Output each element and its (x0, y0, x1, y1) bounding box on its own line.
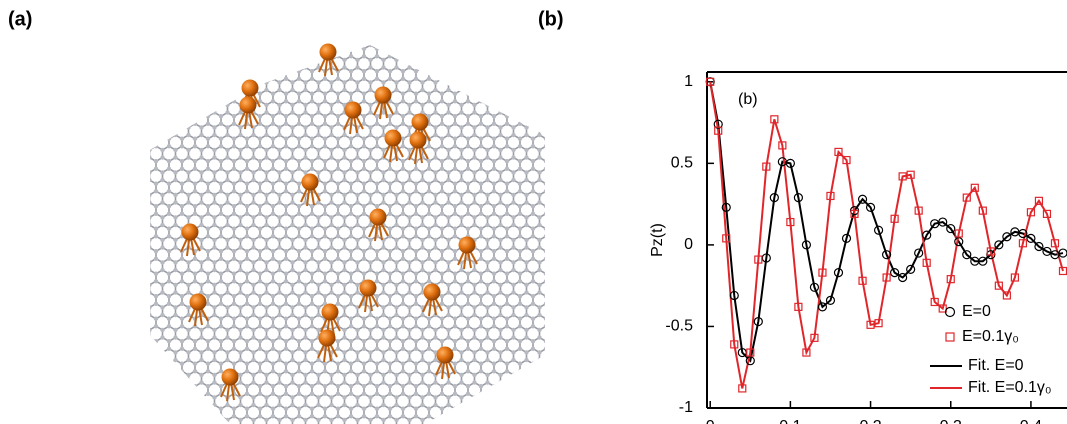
adatom (319, 330, 336, 347)
adatom (242, 80, 259, 97)
graphene-sheet (150, 45, 545, 424)
adatom (240, 97, 257, 114)
x-tick-label: 0.1 (779, 418, 801, 424)
adatom (302, 174, 319, 191)
x-tick-label: 0.4 (1020, 418, 1042, 424)
y-tick-label: 1 (684, 73, 693, 90)
adatom (182, 224, 199, 241)
legend-label: E=0 (962, 303, 991, 320)
y-tick-label: -0.5 (665, 318, 693, 335)
x-tick-label: 0 (706, 418, 715, 424)
legend-marker (946, 308, 955, 317)
adatom (459, 237, 476, 254)
fit-line (710, 82, 1063, 361)
legend-label: E=0.1γ₀ (962, 328, 1019, 345)
adatom (320, 44, 337, 61)
adatom (375, 87, 392, 104)
adatom (424, 284, 441, 301)
panel-label: (b) (538, 8, 564, 30)
adatom (190, 294, 207, 311)
adatom (385, 130, 402, 147)
y-axis-label: Pz(t) (649, 223, 666, 257)
x-tick-label: 0.2 (859, 418, 881, 424)
legend-label: Fit. E=0 (968, 357, 1024, 374)
adatom (360, 280, 377, 297)
figure: (a) (b) 1 0.5 0 -0.5 -1 0 0.1 0.2 0.3 0.4 Pz(t) (b)… (0, 0, 1067, 424)
y-tick-label: 0 (684, 236, 693, 253)
adatom (222, 369, 239, 386)
adatom (437, 347, 454, 364)
x-tick-label: 0.3 (940, 418, 962, 424)
adatom (370, 209, 387, 226)
adatom (412, 114, 429, 131)
legend-label: Fit. E=0.1γ₀ (968, 379, 1052, 396)
annotation: (b) (738, 91, 758, 108)
panel-label: (a) (8, 8, 32, 30)
adatom (410, 132, 427, 149)
adatom (345, 102, 362, 119)
y-tick-label: 0.5 (671, 155, 693, 172)
y-tick-label: -1 (679, 399, 693, 416)
legend-marker (946, 333, 954, 341)
adatom (322, 304, 339, 321)
